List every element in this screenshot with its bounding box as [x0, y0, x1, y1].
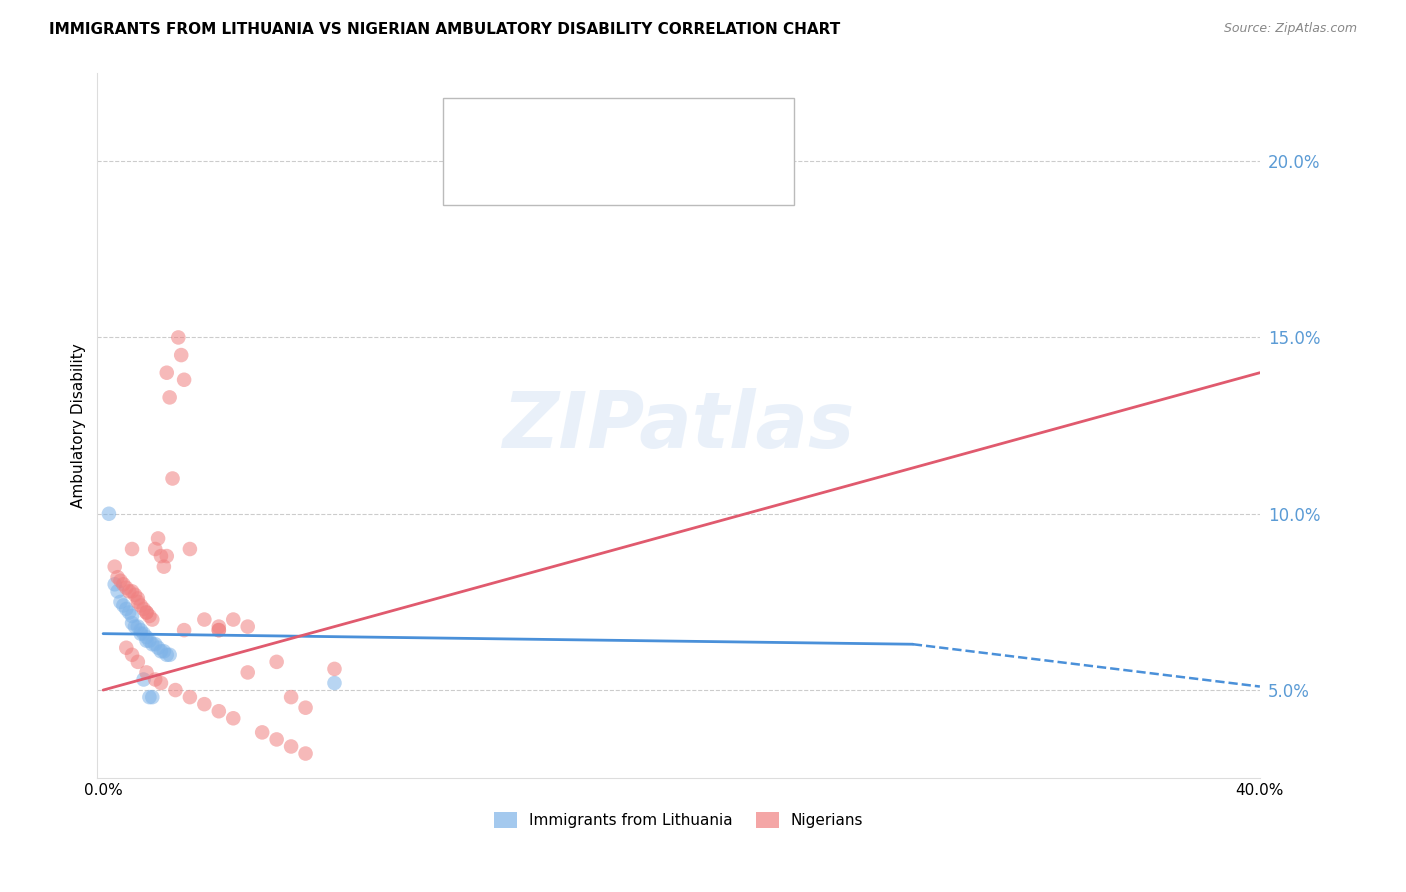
Point	[156, 366, 179, 380]
Legend: Immigrants from Lithuania, Nigerians: Immigrants from Lithuania, Nigerians	[488, 805, 869, 834]
Point	[208, 704, 231, 718]
Point	[107, 584, 129, 599]
Point	[143, 541, 166, 556]
Point	[266, 655, 288, 669]
Point	[266, 732, 288, 747]
Point	[280, 739, 302, 754]
Text: IMMIGRANTS FROM LITHUANIA VS NIGERIAN AMBULATORY DISABILITY CORRELATION CHART: IMMIGRANTS FROM LITHUANIA VS NIGERIAN AM…	[49, 22, 841, 37]
Point	[127, 619, 149, 633]
Point	[323, 662, 346, 676]
Point	[121, 541, 143, 556]
Point	[156, 549, 179, 563]
Point	[121, 609, 143, 624]
Point	[159, 648, 181, 662]
Point	[135, 633, 157, 648]
Point	[149, 676, 172, 690]
Point	[118, 606, 141, 620]
Point	[153, 559, 176, 574]
Point	[112, 599, 135, 613]
Point	[121, 584, 143, 599]
Point	[236, 665, 259, 680]
Point	[149, 644, 172, 658]
Point	[222, 711, 245, 725]
Point	[170, 348, 193, 362]
Point	[135, 606, 157, 620]
Point	[129, 626, 152, 640]
Point	[132, 602, 155, 616]
Point	[121, 648, 143, 662]
Point	[193, 697, 215, 711]
Point	[124, 619, 146, 633]
Point	[173, 373, 195, 387]
Text: R =: R =	[491, 152, 524, 167]
Point	[179, 541, 201, 556]
Point	[127, 655, 149, 669]
Point	[112, 577, 135, 591]
Point	[167, 330, 190, 344]
Point	[129, 599, 152, 613]
Text: R =: R =	[491, 120, 524, 136]
Point	[294, 700, 316, 714]
Point	[250, 725, 273, 739]
Point	[135, 630, 157, 644]
Text: 28: 28	[643, 120, 664, 136]
Point	[129, 623, 152, 637]
Point	[115, 581, 138, 595]
Text: 58: 58	[643, 152, 664, 167]
Text: -0.068: -0.068	[529, 120, 583, 136]
Point	[118, 584, 141, 599]
Text: Source: ZipAtlas.com: Source: ZipAtlas.com	[1223, 22, 1357, 36]
Point	[138, 609, 160, 624]
Point	[173, 623, 195, 637]
Point	[671, 154, 693, 169]
Point	[135, 665, 157, 680]
Point	[165, 683, 187, 698]
Point	[208, 623, 231, 637]
Point	[280, 690, 302, 705]
Point	[149, 549, 172, 563]
Point	[208, 623, 231, 637]
Point	[146, 640, 169, 655]
Point	[127, 595, 149, 609]
Point	[121, 616, 143, 631]
Point	[193, 613, 215, 627]
Point	[208, 619, 231, 633]
Point	[143, 637, 166, 651]
Point	[110, 595, 132, 609]
Point	[104, 577, 127, 591]
Point	[138, 633, 160, 648]
Point	[132, 626, 155, 640]
Point	[132, 673, 155, 687]
Text: N =: N =	[607, 152, 641, 167]
Point	[156, 648, 179, 662]
Point	[127, 591, 149, 606]
Point	[135, 606, 157, 620]
Point	[146, 532, 169, 546]
Point	[159, 391, 181, 405]
Point	[138, 690, 160, 705]
Point	[323, 676, 346, 690]
Text: ZIPatlas: ZIPatlas	[502, 388, 855, 464]
Point	[162, 471, 184, 485]
Point	[179, 690, 201, 705]
Point	[153, 644, 176, 658]
Text: N =: N =	[607, 120, 641, 136]
Point	[222, 613, 245, 627]
Point	[115, 640, 138, 655]
Point	[115, 602, 138, 616]
Point	[107, 570, 129, 584]
Point	[143, 673, 166, 687]
Point	[294, 747, 316, 761]
Point	[141, 690, 163, 705]
Point	[141, 613, 163, 627]
Point	[236, 619, 259, 633]
Text: 0.426: 0.426	[529, 152, 582, 167]
Y-axis label: Ambulatory Disability: Ambulatory Disability	[72, 343, 86, 508]
Point	[141, 637, 163, 651]
Point	[97, 507, 120, 521]
Point	[110, 574, 132, 588]
Point	[124, 588, 146, 602]
Point	[104, 559, 127, 574]
